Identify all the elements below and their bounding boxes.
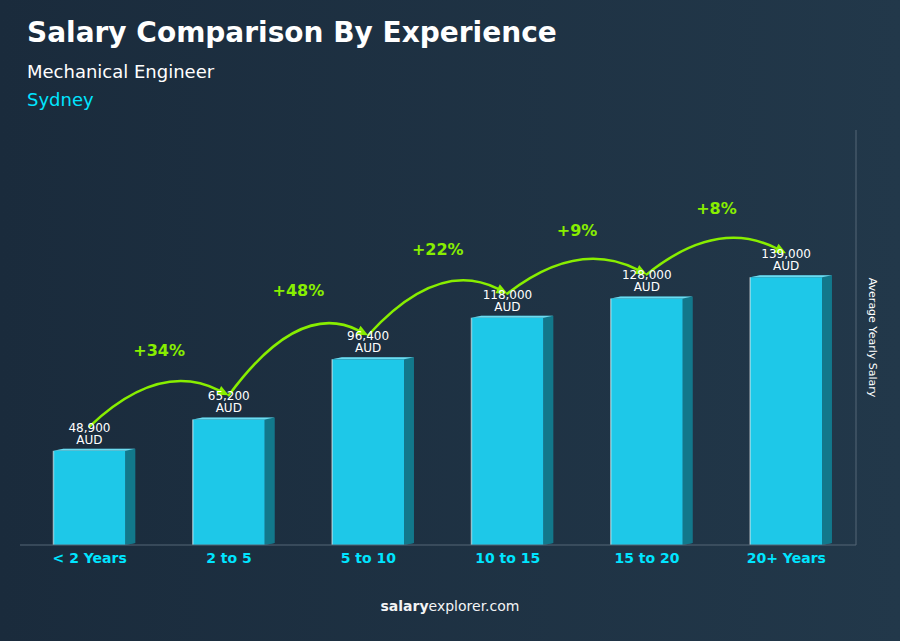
- svg-text:128,000AUD: 128,000AUD: [622, 268, 672, 294]
- svg-text:+48%: +48%: [273, 281, 325, 300]
- svg-text:+22%: +22%: [412, 240, 464, 259]
- svg-text:48,900AUD: 48,900AUD: [68, 421, 110, 447]
- svg-text:2 to 5: 2 to 5: [206, 550, 252, 566]
- svg-text:+9%: +9%: [557, 221, 598, 240]
- svg-text:+8%: +8%: [696, 199, 737, 218]
- html-text:Salary Comparison By Experienc: Salary Comparison By Experience: [27, 16, 557, 49]
- svg-text:118,000AUD: 118,000AUD: [483, 288, 533, 314]
- svg-text:< 2 Years: < 2 Years: [53, 550, 127, 566]
- html-text:salary explorer.com: salary explorer.com: [380, 598, 520, 614]
- svg-text:96,400AUD: 96,400AUD: [347, 329, 389, 355]
- html-text:Sydney: Sydney: [27, 89, 94, 110]
- svg-text:5 to 10: 5 to 10: [341, 550, 397, 566]
- svg-text:139,000AUD: 139,000AUD: [761, 247, 811, 273]
- svg-text:15 to 20: 15 to 20: [614, 550, 679, 566]
- svg-text:20+ Years: 20+ Years: [747, 550, 826, 566]
- svg-text:+34%: +34%: [133, 341, 185, 360]
- svg-text:10 to 15: 10 to 15: [475, 550, 540, 566]
- svg-text:Average Yearly Salary: Average Yearly Salary: [866, 278, 879, 398]
- svg-text:65,200AUD: 65,200AUD: [208, 389, 250, 415]
- html-text:Mechanical Engineer: Mechanical Engineer: [27, 61, 215, 82]
